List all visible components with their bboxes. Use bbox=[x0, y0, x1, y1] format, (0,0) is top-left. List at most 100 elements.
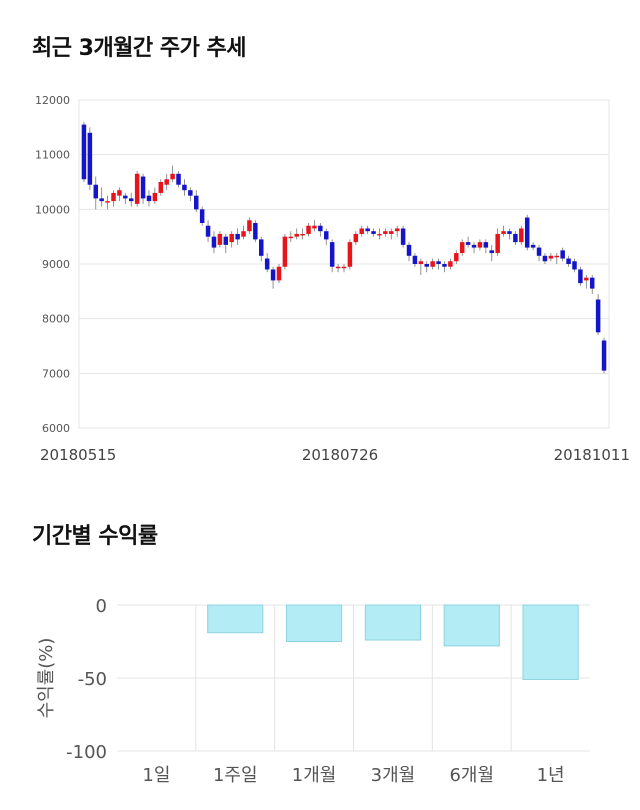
candle bbox=[235, 228, 240, 245]
returns-bar bbox=[522, 604, 579, 680]
returns-title: 기간별 수익률 bbox=[32, 524, 158, 549]
candle-body-down bbox=[194, 195, 199, 210]
candle bbox=[259, 236, 264, 262]
candle bbox=[595, 294, 601, 336]
candle bbox=[448, 258, 453, 270]
candle-body-down bbox=[259, 239, 264, 256]
candle-body-up bbox=[134, 173, 140, 204]
candle-body-down bbox=[128, 198, 134, 202]
candle bbox=[507, 228, 512, 240]
candle-body-up bbox=[111, 192, 116, 202]
candle bbox=[105, 195, 110, 210]
candle bbox=[489, 244, 494, 262]
candle bbox=[353, 231, 359, 245]
candle bbox=[300, 228, 305, 240]
candle bbox=[394, 225, 400, 237]
candle bbox=[584, 274, 589, 289]
returns-y-tick-label: -100 bbox=[66, 742, 107, 763]
candle bbox=[188, 187, 193, 202]
returns-x-tick-label: 3개월 bbox=[371, 765, 416, 786]
candle bbox=[176, 171, 181, 188]
candle bbox=[513, 231, 518, 245]
candle bbox=[383, 228, 388, 237]
candle-body-down bbox=[566, 258, 571, 264]
candle-body-down bbox=[513, 233, 518, 243]
candle-body-up bbox=[548, 255, 554, 259]
candle bbox=[205, 220, 211, 243]
candle bbox=[501, 225, 506, 237]
candle-body-up bbox=[306, 225, 311, 234]
candle bbox=[128, 192, 134, 207]
candle-body-down bbox=[188, 190, 193, 196]
price-candles bbox=[81, 121, 607, 374]
price-gridlines bbox=[79, 99, 609, 429]
candle bbox=[288, 231, 294, 243]
candle bbox=[140, 173, 146, 204]
candle-body-up bbox=[495, 233, 500, 254]
candle bbox=[442, 261, 447, 273]
candle-body-down bbox=[589, 277, 595, 289]
candle-body-down bbox=[253, 223, 258, 240]
returns-y-tick-label: 0 bbox=[96, 596, 107, 617]
candle bbox=[578, 266, 583, 286]
candle-body-down bbox=[199, 209, 205, 223]
candle-body-up bbox=[383, 231, 388, 234]
candle bbox=[454, 250, 459, 264]
candle-body-up bbox=[448, 261, 453, 267]
candle bbox=[389, 228, 394, 240]
candle-body-down bbox=[81, 124, 87, 180]
candle bbox=[365, 225, 370, 234]
candle-body-down bbox=[99, 198, 104, 202]
candle-body-down bbox=[489, 250, 494, 254]
candle bbox=[170, 165, 175, 182]
candle bbox=[211, 231, 217, 254]
candle bbox=[270, 266, 276, 289]
returns-y-ticks: 0 -50 -100 bbox=[66, 596, 107, 763]
returns-x-tick-label: 1년 bbox=[537, 765, 565, 786]
candle bbox=[377, 228, 382, 240]
candle bbox=[264, 253, 270, 273]
candle-body-down bbox=[424, 264, 429, 267]
candle bbox=[418, 258, 424, 275]
price-y-tick-label: 9000 bbox=[42, 258, 70, 271]
candle-body-down bbox=[471, 244, 477, 248]
candle bbox=[253, 220, 258, 243]
candle bbox=[519, 225, 524, 245]
candle bbox=[554, 253, 560, 264]
candle bbox=[589, 274, 595, 295]
candle bbox=[241, 225, 246, 240]
candle bbox=[524, 214, 530, 251]
candle bbox=[412, 253, 418, 267]
candle-body-up bbox=[359, 228, 364, 234]
candle bbox=[566, 255, 571, 267]
candle-body-up bbox=[389, 231, 394, 234]
candle-body-down bbox=[536, 247, 542, 256]
candle bbox=[329, 239, 335, 273]
candle-body-down bbox=[524, 217, 530, 248]
candle-body-down bbox=[483, 242, 489, 248]
candle-body-up bbox=[377, 233, 382, 236]
candle bbox=[324, 228, 329, 245]
candle bbox=[194, 190, 199, 213]
candle-body-down bbox=[205, 225, 211, 237]
candle-body-down bbox=[400, 228, 406, 245]
price-x-tick-label: 20180515 bbox=[40, 446, 116, 464]
candle-body-down bbox=[264, 258, 270, 270]
price-y-tick-label: 6000 bbox=[42, 422, 70, 435]
candle bbox=[99, 187, 104, 207]
candle bbox=[477, 239, 483, 251]
candle-body-up bbox=[353, 233, 359, 243]
returns-bar bbox=[364, 604, 422, 641]
candle bbox=[536, 244, 542, 262]
candle-body-down bbox=[324, 231, 329, 240]
candle bbox=[400, 225, 406, 248]
candle bbox=[548, 253, 554, 262]
candle-body-up bbox=[300, 233, 305, 236]
candle bbox=[495, 228, 500, 256]
returns-bar-chart: 0 -50 -100 1일 1주일 1개월 3개월 6개월 1년 수익률(%) bbox=[36, 596, 590, 786]
candle-body-up bbox=[158, 182, 164, 193]
candle-body-down bbox=[601, 340, 607, 371]
candle bbox=[294, 228, 299, 240]
candle bbox=[93, 176, 99, 210]
candle-body-down bbox=[507, 231, 512, 234]
